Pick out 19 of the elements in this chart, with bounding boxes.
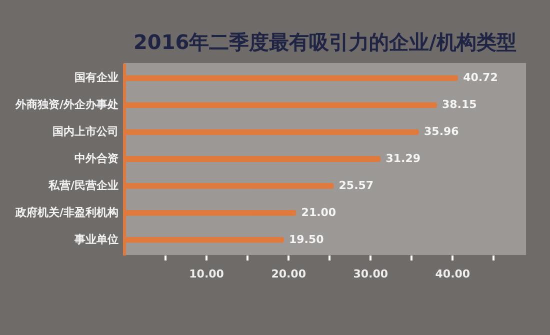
data-label: 35.96 [424,125,460,138]
x-tick-label: 20.00 [271,268,306,280]
data-label: 25.57 [338,178,374,192]
y-tick-label: 国有企业 [74,71,118,84]
data-label: 38.15 [442,98,477,112]
y-tick-label: 国内上市公司 [52,125,118,138]
data-label: 40.72 [463,71,498,84]
x-tick-label: 10.00 [189,268,224,280]
x-tick-label: 30.00 [353,268,388,280]
data-label: 31.29 [386,152,421,165]
x-tick-label: 40.00 [435,268,470,280]
data-label: 21.00 [301,206,336,219]
chart-title: 2016年二季度最有吸引力的企业/机构类型 [134,30,516,54]
y-tick-label: 私营/民营企业 [47,178,118,192]
y-tick-label: 政府机关/非盈利机构 [14,206,118,219]
y-tick-label: 事业单位 [74,232,118,246]
y-tick-label: 中外合资 [74,152,118,165]
y-tick-label: 外商独资/外企办事处 [14,98,118,112]
data-label: 19.50 [288,232,324,246]
